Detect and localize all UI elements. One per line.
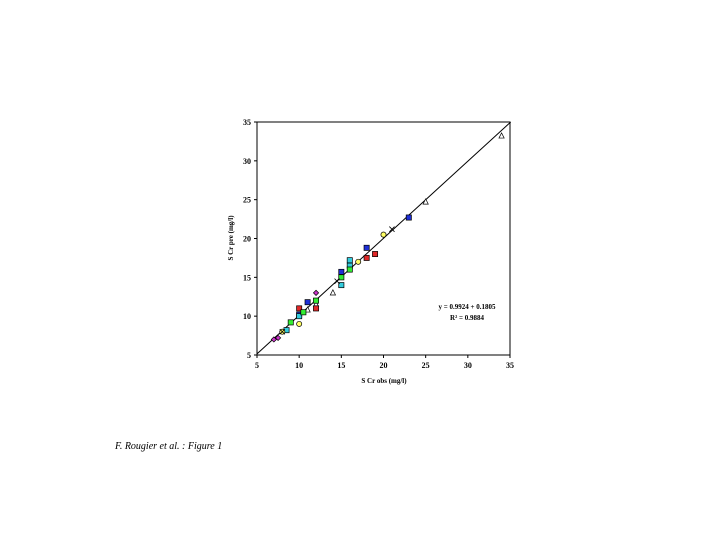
data-point-circle [296, 320, 303, 327]
data-point-square [363, 254, 370, 261]
data-point-triangle [329, 288, 337, 296]
data-point-square [313, 297, 319, 304]
x-axis-ticks: 5 10 15 20 25 30 35 [255, 355, 514, 370]
data-point-square [313, 305, 319, 312]
y-tick-label: 5 [247, 351, 251, 360]
figure-caption: F. Rougier et al. : Figure 1 [115, 441, 223, 452]
x-tick-label: 35 [506, 361, 514, 370]
data-point-square [338, 268, 345, 275]
data-point-square [363, 244, 370, 251]
y-tick-label: 30 [243, 157, 251, 166]
x-tick-label: 25 [422, 361, 430, 370]
data-point-diamond [274, 334, 282, 342]
data-point-cross [334, 278, 340, 285]
x-tick-label: 5 [255, 361, 259, 370]
data-point-diamond [270, 336, 277, 343]
data-point-square [296, 305, 303, 312]
data-point-square [346, 257, 353, 264]
data-point-square [287, 319, 294, 326]
data-point-circle [380, 231, 387, 238]
y-tick-label: 35 [243, 118, 251, 127]
x-axis-title: S Cr obs (mg/l) [361, 377, 407, 385]
data-points [270, 132, 505, 343]
y-tick-label: 10 [243, 312, 251, 321]
x-tick-label: 30 [464, 361, 472, 370]
data-point-square [346, 266, 353, 273]
y-axis-ticks: 5 10 15 20 25 30 35 [243, 118, 257, 360]
data-point-circle [355, 258, 362, 265]
data-point-cross [389, 226, 395, 233]
x-tick-label: 15 [337, 361, 345, 370]
data-point-square [405, 214, 412, 221]
data-point-cross [279, 328, 286, 335]
regression-equation: y = 0.9924 + 0.1805 [439, 303, 496, 311]
data-point-square [304, 299, 311, 306]
x-tick-label: 20 [380, 361, 388, 370]
data-point-square [338, 274, 345, 281]
data-point-square [372, 251, 379, 257]
data-point-square [338, 282, 345, 289]
r-squared-label: R² = 0.9884 [450, 314, 484, 322]
x-tick-label: 10 [295, 361, 303, 370]
data-point-square [296, 313, 303, 320]
y-tick-label: 20 [243, 235, 251, 244]
y-tick-label: 15 [243, 273, 251, 282]
y-tick-label: 25 [243, 196, 251, 205]
data-point-diamond [312, 289, 320, 296]
y-axis-title: S Cr pre (mg/l) [227, 215, 235, 261]
data-point-triangle [422, 198, 429, 205]
data-point-square [300, 309, 307, 316]
data-point-triangle [498, 132, 505, 139]
